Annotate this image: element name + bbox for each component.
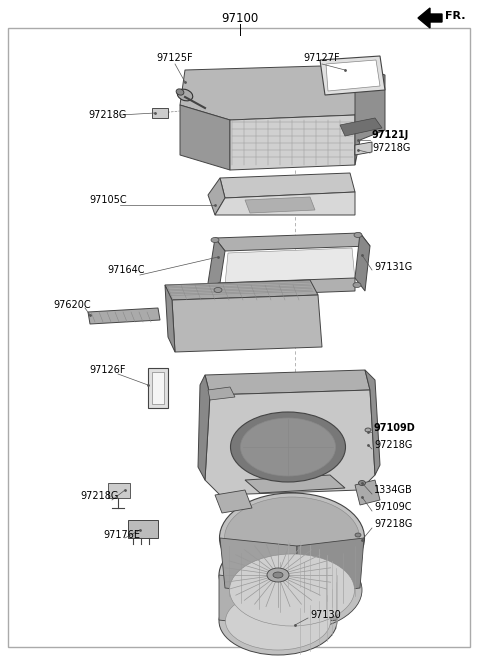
Polygon shape [418,8,442,28]
Polygon shape [219,575,278,627]
Text: 97109D: 97109D [374,423,416,433]
Polygon shape [148,368,168,408]
Polygon shape [365,370,380,475]
Text: 97127F: 97127F [304,53,340,63]
Polygon shape [230,115,355,170]
Text: 97620C: 97620C [53,300,91,310]
Polygon shape [320,56,385,95]
Text: 97121J: 97121J [372,130,409,140]
Polygon shape [208,238,225,296]
Polygon shape [108,483,130,498]
Polygon shape [326,60,380,91]
Text: 97176E: 97176E [104,530,141,540]
Polygon shape [278,575,337,627]
Polygon shape [208,178,225,215]
Ellipse shape [229,554,355,626]
Text: 97130: 97130 [310,610,341,620]
Ellipse shape [353,283,361,288]
Ellipse shape [176,89,184,95]
Polygon shape [355,233,370,291]
Polygon shape [180,105,230,170]
Ellipse shape [214,288,222,292]
Ellipse shape [354,233,362,237]
Text: 97126F: 97126F [90,365,126,375]
Polygon shape [180,65,360,120]
Polygon shape [297,538,364,596]
Polygon shape [215,490,252,513]
Text: 97105C: 97105C [89,195,127,205]
Ellipse shape [225,497,360,579]
Ellipse shape [226,592,331,650]
Ellipse shape [219,539,337,611]
Polygon shape [218,278,355,296]
Ellipse shape [219,587,337,655]
Ellipse shape [355,533,361,537]
Ellipse shape [230,412,346,482]
Polygon shape [205,370,370,395]
Polygon shape [355,142,372,155]
Ellipse shape [240,418,336,476]
Ellipse shape [267,568,289,582]
Polygon shape [208,387,235,400]
Ellipse shape [365,428,371,432]
Ellipse shape [359,480,365,486]
Polygon shape [165,280,318,300]
Ellipse shape [177,89,193,101]
Polygon shape [128,520,158,538]
Ellipse shape [211,237,219,242]
Polygon shape [340,118,382,136]
Ellipse shape [222,549,362,631]
Polygon shape [205,390,375,495]
Text: FR.: FR. [445,11,466,21]
Text: 97109C: 97109C [374,502,411,512]
Text: 1334GB: 1334GB [374,485,413,495]
Polygon shape [88,308,160,324]
Polygon shape [165,285,175,352]
Polygon shape [215,233,370,251]
Polygon shape [152,372,164,404]
Polygon shape [172,295,322,352]
Ellipse shape [273,572,283,578]
Polygon shape [355,65,385,165]
Polygon shape [220,538,297,596]
Polygon shape [245,197,315,213]
Polygon shape [198,375,210,480]
Polygon shape [152,108,168,118]
Ellipse shape [219,493,364,583]
Polygon shape [215,192,355,215]
Text: 97218G: 97218G [81,491,119,501]
Polygon shape [355,480,380,505]
Text: 97218G: 97218G [374,519,412,529]
Text: 97218G: 97218G [374,440,412,450]
Text: 97218G: 97218G [372,143,410,153]
Polygon shape [225,248,355,285]
Polygon shape [220,173,355,198]
Text: 97125F: 97125F [156,53,193,63]
Text: 97100: 97100 [221,12,259,24]
Text: 97164C: 97164C [107,265,145,275]
Text: 97131G: 97131G [374,262,412,272]
Polygon shape [245,475,345,493]
Text: 97218G: 97218G [89,110,127,120]
